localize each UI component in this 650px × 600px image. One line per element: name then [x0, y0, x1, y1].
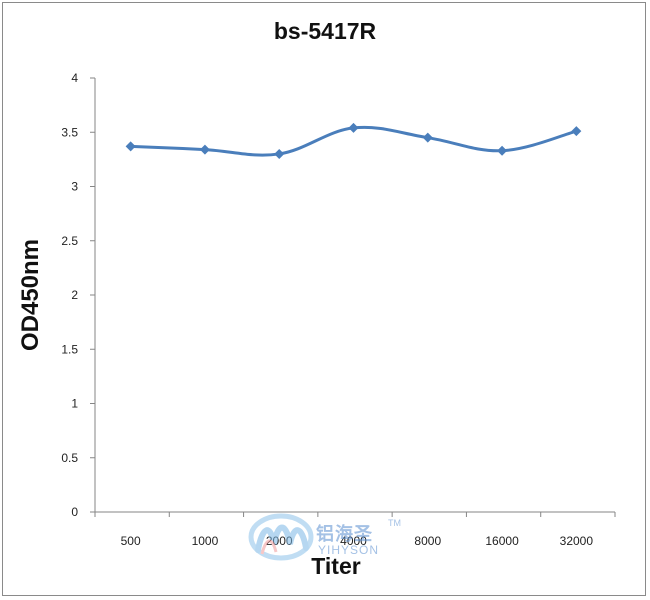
y-tick-label: 0.5 [61, 451, 78, 465]
watermark-english-text: YIHYSON [318, 543, 380, 557]
watermark-trademark: TM [388, 518, 401, 528]
x-tick-label: 16000 [485, 534, 519, 548]
watermark-chinese-text: 铝海圣 [316, 524, 373, 545]
data-point-marker [199, 144, 210, 155]
y-tick-label: 0 [71, 505, 78, 519]
axes [90, 77, 616, 517]
x-tick-label: 32000 [560, 534, 594, 548]
watermark-swirl-icon [248, 513, 314, 561]
y-tick-label: 2.5 [61, 234, 78, 248]
x-tick-label: 4000 [340, 534, 367, 548]
data-point-marker [125, 141, 136, 152]
y-tick-label: 3 [71, 180, 78, 194]
x-tick-label: 8000 [414, 534, 441, 548]
y-tick-label: 3.5 [61, 125, 78, 139]
data-point-marker [422, 132, 433, 143]
y-tick-label: 1.5 [61, 342, 78, 356]
y-tick-labels: 0 0.5 1 1.5 2 2.5 3 3.5 4 [61, 71, 78, 519]
y-tick-label: 2 [71, 288, 78, 302]
x-axis-label: Titer [311, 553, 361, 579]
y-tick-label: 1 [71, 397, 78, 411]
watermark-logo: 铝海圣 TM YIHYSON [248, 510, 418, 562]
y-tick-label: 4 [71, 71, 78, 85]
data-point-marker [497, 145, 508, 156]
chart-title: bs-5417R [273, 18, 377, 44]
data-markers [125, 122, 582, 159]
data-point-marker [274, 148, 285, 159]
x-tick-label: 500 [121, 534, 141, 548]
x-tick-label: 1000 [192, 534, 219, 548]
data-point-marker [571, 126, 582, 137]
data-point-marker [348, 122, 359, 133]
